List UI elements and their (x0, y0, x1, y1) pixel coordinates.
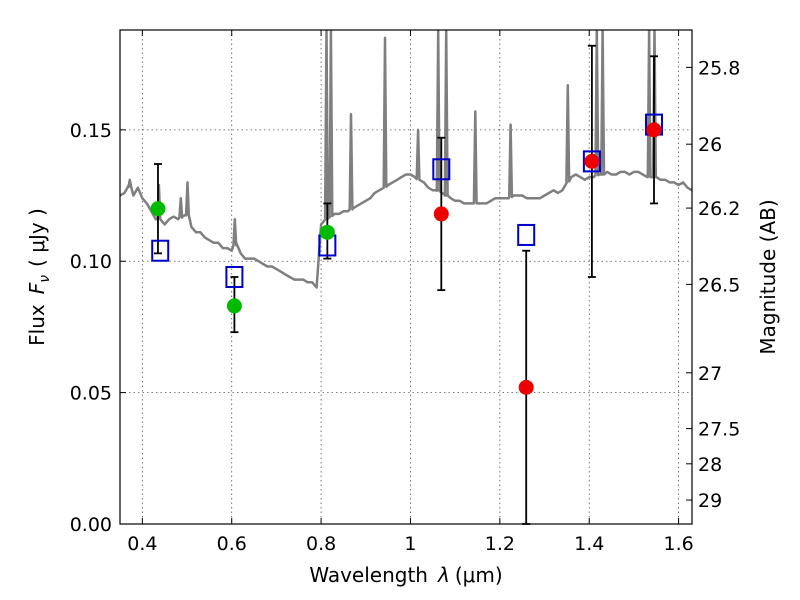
observed-red-point-3 (584, 153, 600, 169)
model-box-6 (582, 150, 601, 173)
x-tick-label: 1.6 (663, 533, 693, 555)
x-tick-label: 0.8 (306, 533, 336, 555)
template-spectrum-line (120, 30, 692, 289)
y-axis-label-text: Flux (25, 304, 49, 346)
y-tick-label: 0.00 (70, 514, 112, 536)
x-tick-label: 1.4 (574, 533, 604, 555)
template-spectrum-layer (120, 30, 692, 289)
data-points (150, 122, 662, 395)
observed-red-point-4 (646, 122, 662, 138)
y2-tick-label: 25.8 (698, 57, 740, 79)
x-tick-label: 0.6 (217, 533, 247, 555)
y2-tick-label: 28 (698, 454, 722, 476)
y-axis-label: Flux Fν ( μJy ) (25, 208, 53, 346)
y2-tick-label: 26.5 (698, 274, 740, 296)
observed-green-point-2 (226, 298, 242, 314)
observed-red-point-1 (433, 206, 449, 222)
x-tick-label: 0.4 (127, 533, 157, 555)
model-boxes (151, 113, 664, 288)
plot-frame (119, 29, 693, 525)
x-tick-label: 1 (404, 533, 416, 555)
y-tick-label: 0.05 (70, 383, 112, 405)
x-axis-label-symbol: λ (437, 563, 450, 587)
observed-red-point-2 (518, 379, 534, 395)
model-box-2 (225, 266, 244, 288)
y2-axis-label: Magnitude (AB) (756, 199, 780, 354)
y2-tick-label: 26.2 (698, 198, 740, 220)
observed-green-point-3 (319, 224, 335, 240)
model-box-4 (432, 158, 451, 181)
y2-tick-label: 27 (698, 363, 722, 385)
y-tick-label: 0.10 (70, 251, 112, 273)
y-axis-label-subscript: ν (37, 275, 53, 283)
y-axis-label-unit: ( μJy ) (25, 208, 49, 267)
x-axis-label-unit: (μm) (455, 563, 503, 587)
x-tick-label: 1.2 (485, 533, 515, 555)
axis-ticks: 0.4 0.6 0.8 1 1.2 1.4 1.6 0.00 0.05 0.10 0.15 25.8 2… (70, 30, 740, 555)
y-axis-label-symbol: F (25, 282, 49, 294)
y2-tick-label: 26 (698, 134, 722, 156)
observed-green-point-1 (150, 201, 166, 217)
y2-tick-label: 27.5 (698, 419, 740, 441)
x-axis-label: Wavelength λ (μm) (309, 563, 502, 587)
y-tick-label: 0.15 (70, 120, 112, 142)
y2-tick-label: 29 (698, 490, 722, 512)
x-axis-label-text: Wavelength (309, 563, 428, 587)
plot-background (120, 30, 692, 524)
model-box-1 (151, 239, 170, 262)
model-box-5 (517, 223, 536, 246)
